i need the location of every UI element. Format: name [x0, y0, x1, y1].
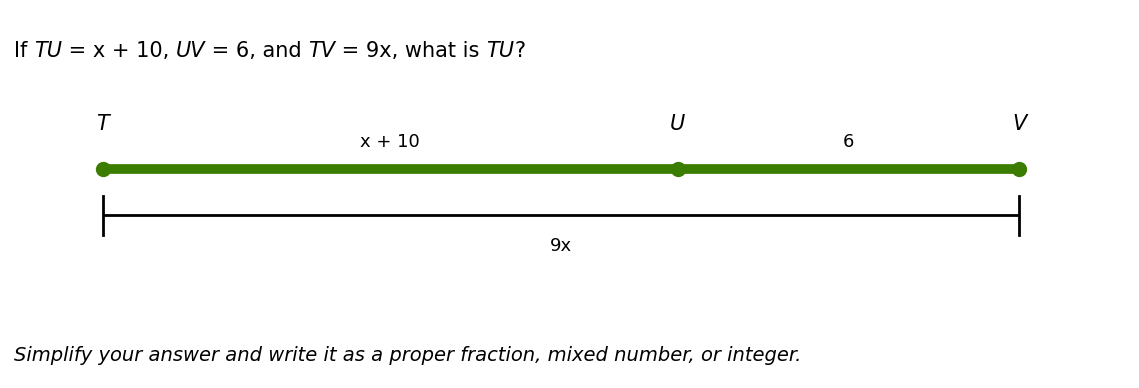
Text: = x + 10,: = x + 10,: [62, 41, 175, 61]
Text: 9x: 9x: [550, 237, 572, 255]
Text: Simplify your answer and write it as a proper fraction, mixed number, or integer: Simplify your answer and write it as a p…: [14, 346, 801, 365]
Text: TV: TV: [309, 41, 335, 61]
Point: [669, 166, 687, 172]
Text: 6: 6: [843, 133, 854, 151]
Text: V: V: [1013, 114, 1026, 134]
Text: UV: UV: [175, 41, 205, 61]
Text: = 6, and: = 6, and: [205, 41, 309, 61]
Text: ?: ?: [515, 41, 525, 61]
Point: [93, 166, 112, 172]
Text: If: If: [14, 41, 34, 61]
Text: x + 10: x + 10: [360, 133, 420, 151]
Text: = 9x, what is: = 9x, what is: [335, 41, 486, 61]
Text: T: T: [96, 114, 109, 134]
Text: TU: TU: [486, 41, 515, 61]
Text: TU: TU: [34, 41, 62, 61]
Text: U: U: [670, 114, 686, 134]
Point: [1010, 166, 1029, 172]
